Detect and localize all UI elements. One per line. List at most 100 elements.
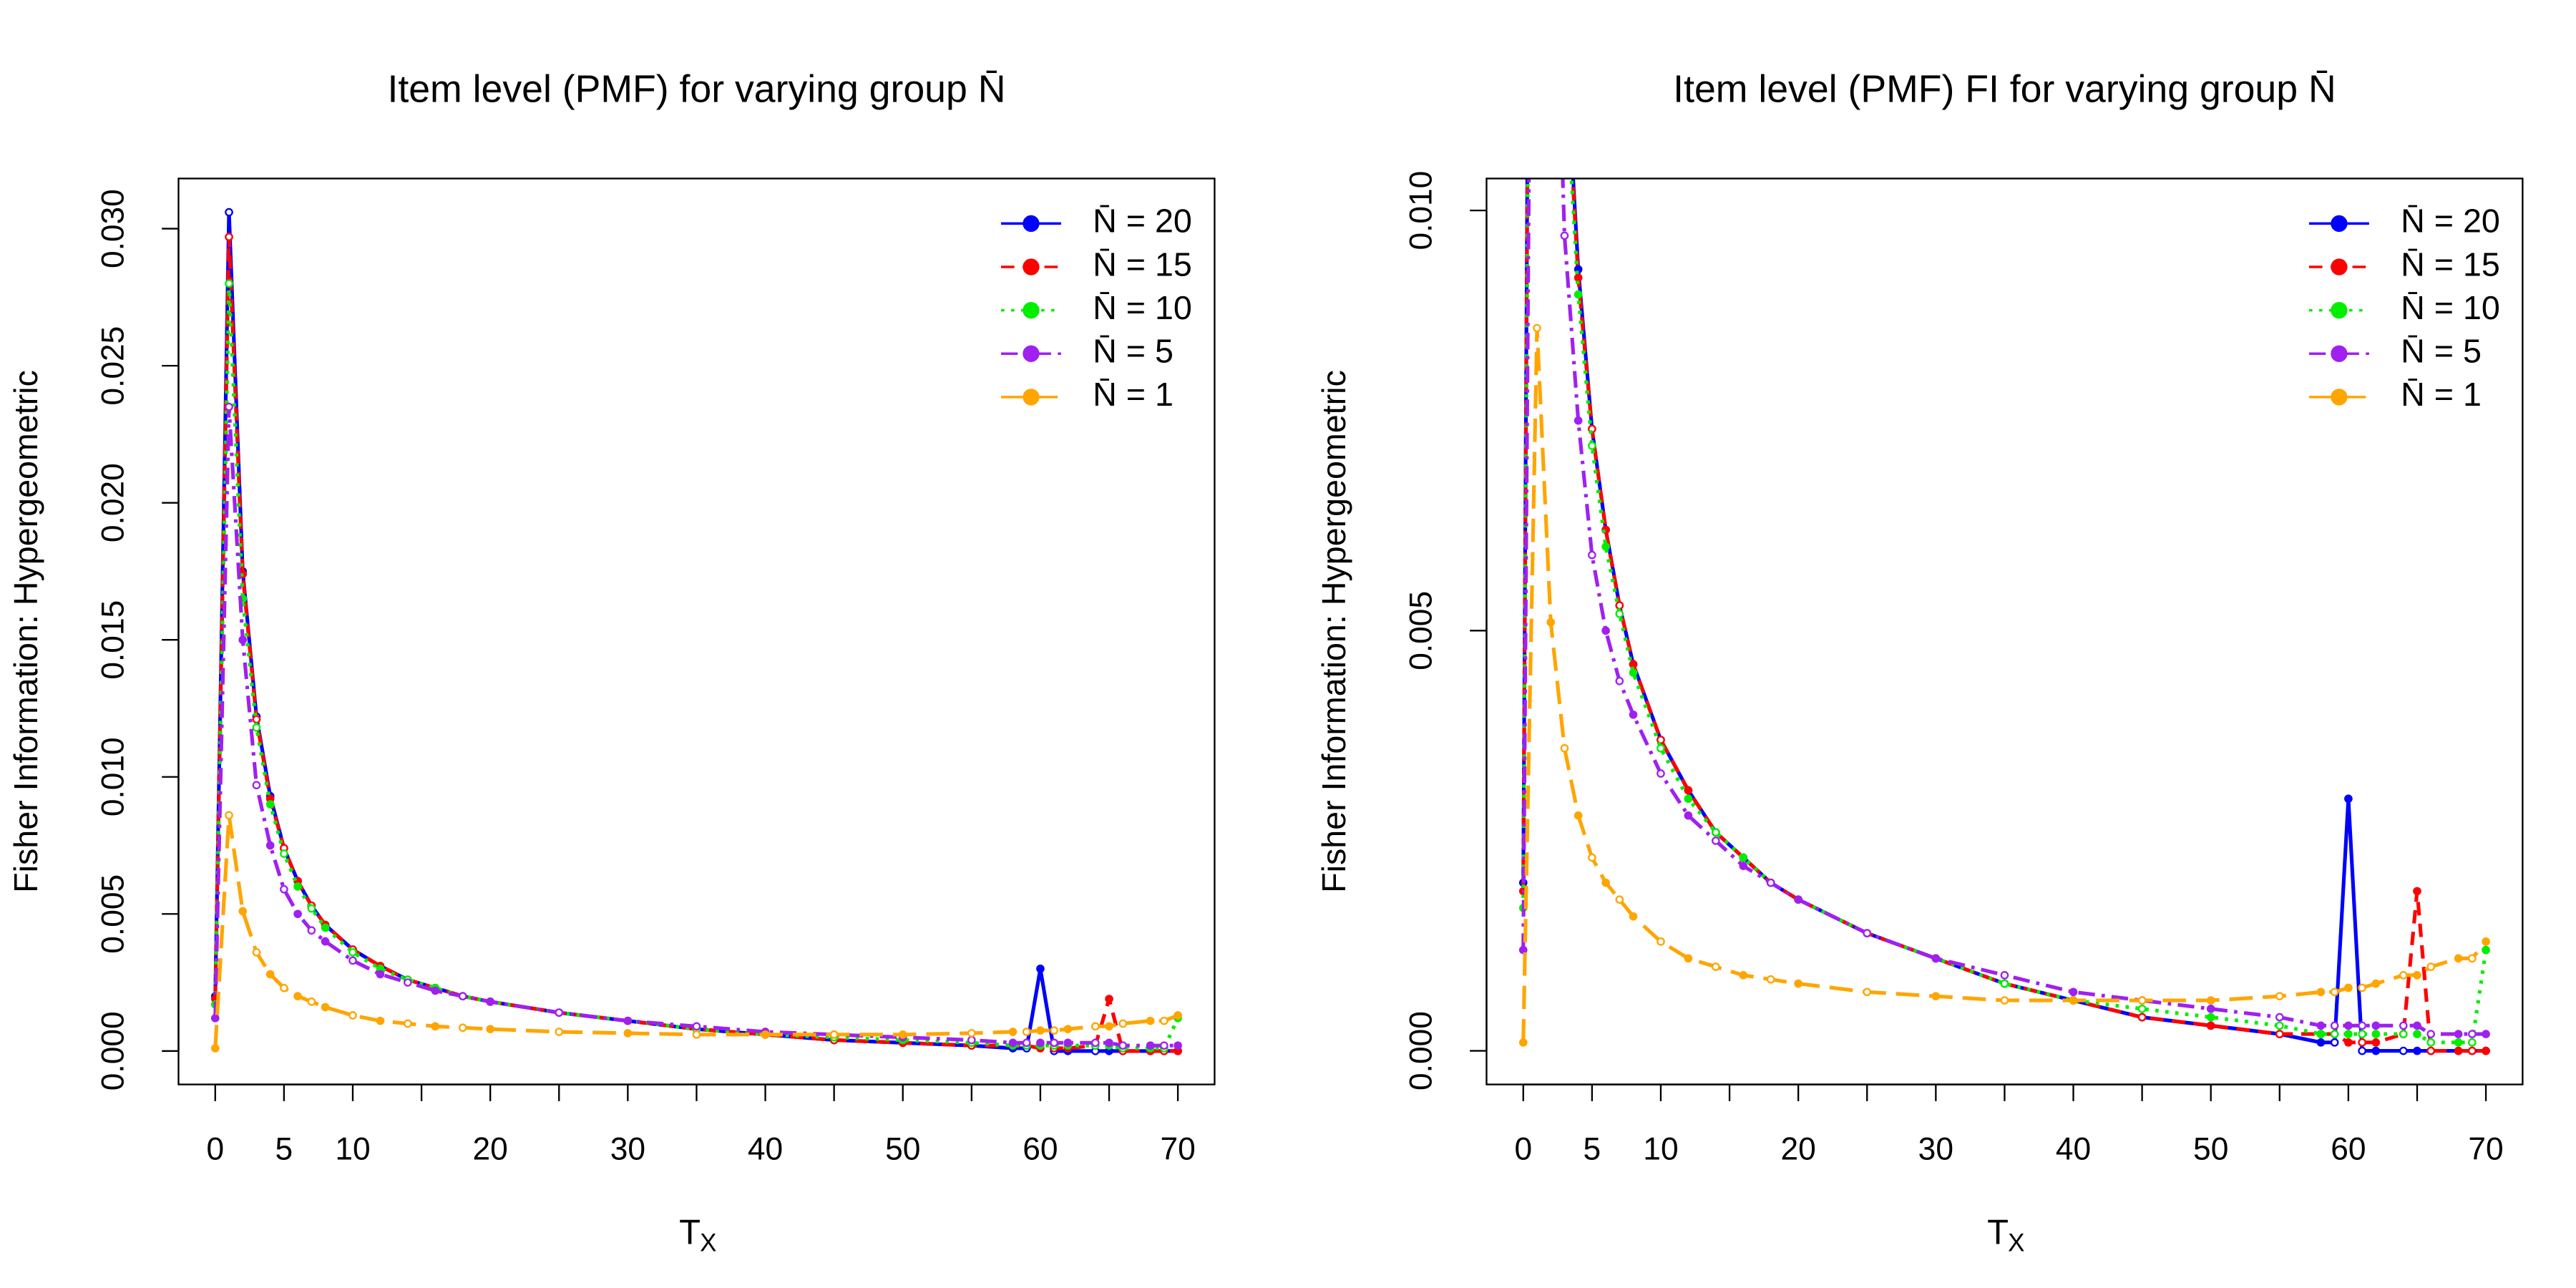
- series-point: [1931, 992, 1941, 1001]
- series-point: [1601, 542, 1610, 551]
- series-point: [1036, 1026, 1045, 1035]
- series-point: [238, 635, 248, 645]
- legend-label: N̄ = 20: [2401, 203, 2500, 240]
- series-point: [1560, 231, 1569, 240]
- series-point: [1174, 1011, 1182, 1020]
- series-point: [1008, 1028, 1018, 1036]
- series-point: [321, 923, 330, 932]
- series-point: [486, 997, 494, 1006]
- series-point: [2069, 987, 2078, 997]
- series-point: [252, 715, 261, 724]
- series-point: [2275, 1030, 2284, 1038]
- legend-marker: [2331, 258, 2348, 275]
- x-tick-label: 30: [610, 1132, 645, 1167]
- series-point: [692, 1022, 701, 1031]
- series-point: [2358, 1046, 2366, 1055]
- x-axis-label: T: [679, 1213, 701, 1252]
- x-tick-label: 40: [748, 1132, 783, 1167]
- series-point: [1174, 1041, 1182, 1050]
- plot-frame: [177, 177, 1216, 1085]
- y-tick-label: 0.005: [1404, 591, 1439, 670]
- y-tick-label: 0.025: [96, 326, 131, 406]
- y-tick-label: 0.010: [1404, 171, 1439, 250]
- series-point: [376, 970, 385, 979]
- series-point: [1684, 954, 1693, 963]
- series-point: [1615, 676, 1624, 686]
- x-tick-label: 50: [885, 1132, 920, 1167]
- series-point: [1615, 610, 1624, 618]
- series-point: [252, 723, 261, 732]
- series-point: [2316, 1038, 2326, 1047]
- series-point: [431, 986, 440, 995]
- series-point: [2454, 1030, 2463, 1038]
- x-tick-label: 5: [275, 1132, 293, 1167]
- series-point: [404, 978, 412, 987]
- series-point: [307, 904, 316, 913]
- series-point: [1091, 1038, 1100, 1048]
- series-point: [225, 233, 233, 241]
- series-point: [555, 1028, 564, 1036]
- series-point: [1657, 937, 1665, 946]
- series-point: [898, 1030, 907, 1039]
- series-point: [2454, 1038, 2463, 1047]
- series-point: [307, 997, 316, 1006]
- series-point: [2330, 1021, 2339, 1030]
- series-point: [2413, 971, 2421, 980]
- series-point: [2000, 996, 2009, 1005]
- series-point: [1684, 794, 1693, 804]
- plot-frame: [1485, 177, 2524, 1085]
- series-point: [1022, 1038, 1031, 1048]
- series-point: [623, 1016, 633, 1025]
- series-point: [1022, 1028, 1031, 1036]
- series-point: [1146, 1016, 1155, 1025]
- series-point: [1766, 975, 1775, 984]
- series-point: [1615, 601, 1624, 610]
- x-tick-label: 0: [1514, 1132, 1532, 1167]
- legend-marker: [2331, 215, 2348, 233]
- series-point: [1063, 1038, 1073, 1048]
- legend-label: N̄ = 5: [2401, 333, 2482, 370]
- series-point: [2206, 1021, 2215, 1030]
- series-point: [1684, 786, 1693, 795]
- series-point: [2344, 794, 2353, 804]
- legend-marker: [2331, 345, 2348, 362]
- x-tick-label: 20: [1781, 1132, 1816, 1167]
- x-tick-label: 70: [1160, 1132, 1195, 1167]
- x-tick-label: 40: [2056, 1132, 2091, 1167]
- series-point: [967, 1029, 976, 1038]
- series-point: [2413, 887, 2421, 896]
- series-point: [2000, 979, 2009, 988]
- series-point: [2000, 971, 2009, 980]
- series-point: [2482, 937, 2490, 946]
- x-tick-label: 0: [206, 1132, 224, 1167]
- series-point: [2399, 1021, 2408, 1030]
- series-point: [321, 1002, 330, 1012]
- series-point: [225, 811, 233, 820]
- legend-marker: [2331, 389, 2348, 406]
- series-point: [2371, 979, 2381, 988]
- legend-marker: [1023, 302, 1040, 319]
- legend-label: N̄ = 15: [2401, 245, 2500, 283]
- series-point: [1036, 965, 1045, 973]
- chart-title: Item level (PMF) FI for varying group N̄: [1673, 67, 2336, 110]
- series-point: [2206, 996, 2215, 1005]
- x-tick-label: 50: [2193, 1132, 2228, 1167]
- y-tick-label: 0.015: [96, 600, 131, 680]
- series-point: [2413, 1046, 2421, 1055]
- series-point: [1105, 1022, 1113, 1031]
- y-tick-label: 0.030: [96, 189, 131, 268]
- legend-label: N̄ = 1: [1093, 376, 1174, 413]
- series-point: [2275, 992, 2284, 1001]
- series-point: [2330, 1030, 2339, 1038]
- series-point: [1657, 743, 1665, 753]
- series-point: [1574, 811, 1583, 820]
- series-point: [2468, 1038, 2477, 1047]
- series-point: [2371, 1038, 2381, 1047]
- series-point: [2358, 1030, 2366, 1038]
- series-point: [2413, 1030, 2421, 1038]
- series-point: [967, 1035, 976, 1045]
- series-point: [2344, 1038, 2353, 1047]
- series-point: [252, 948, 261, 957]
